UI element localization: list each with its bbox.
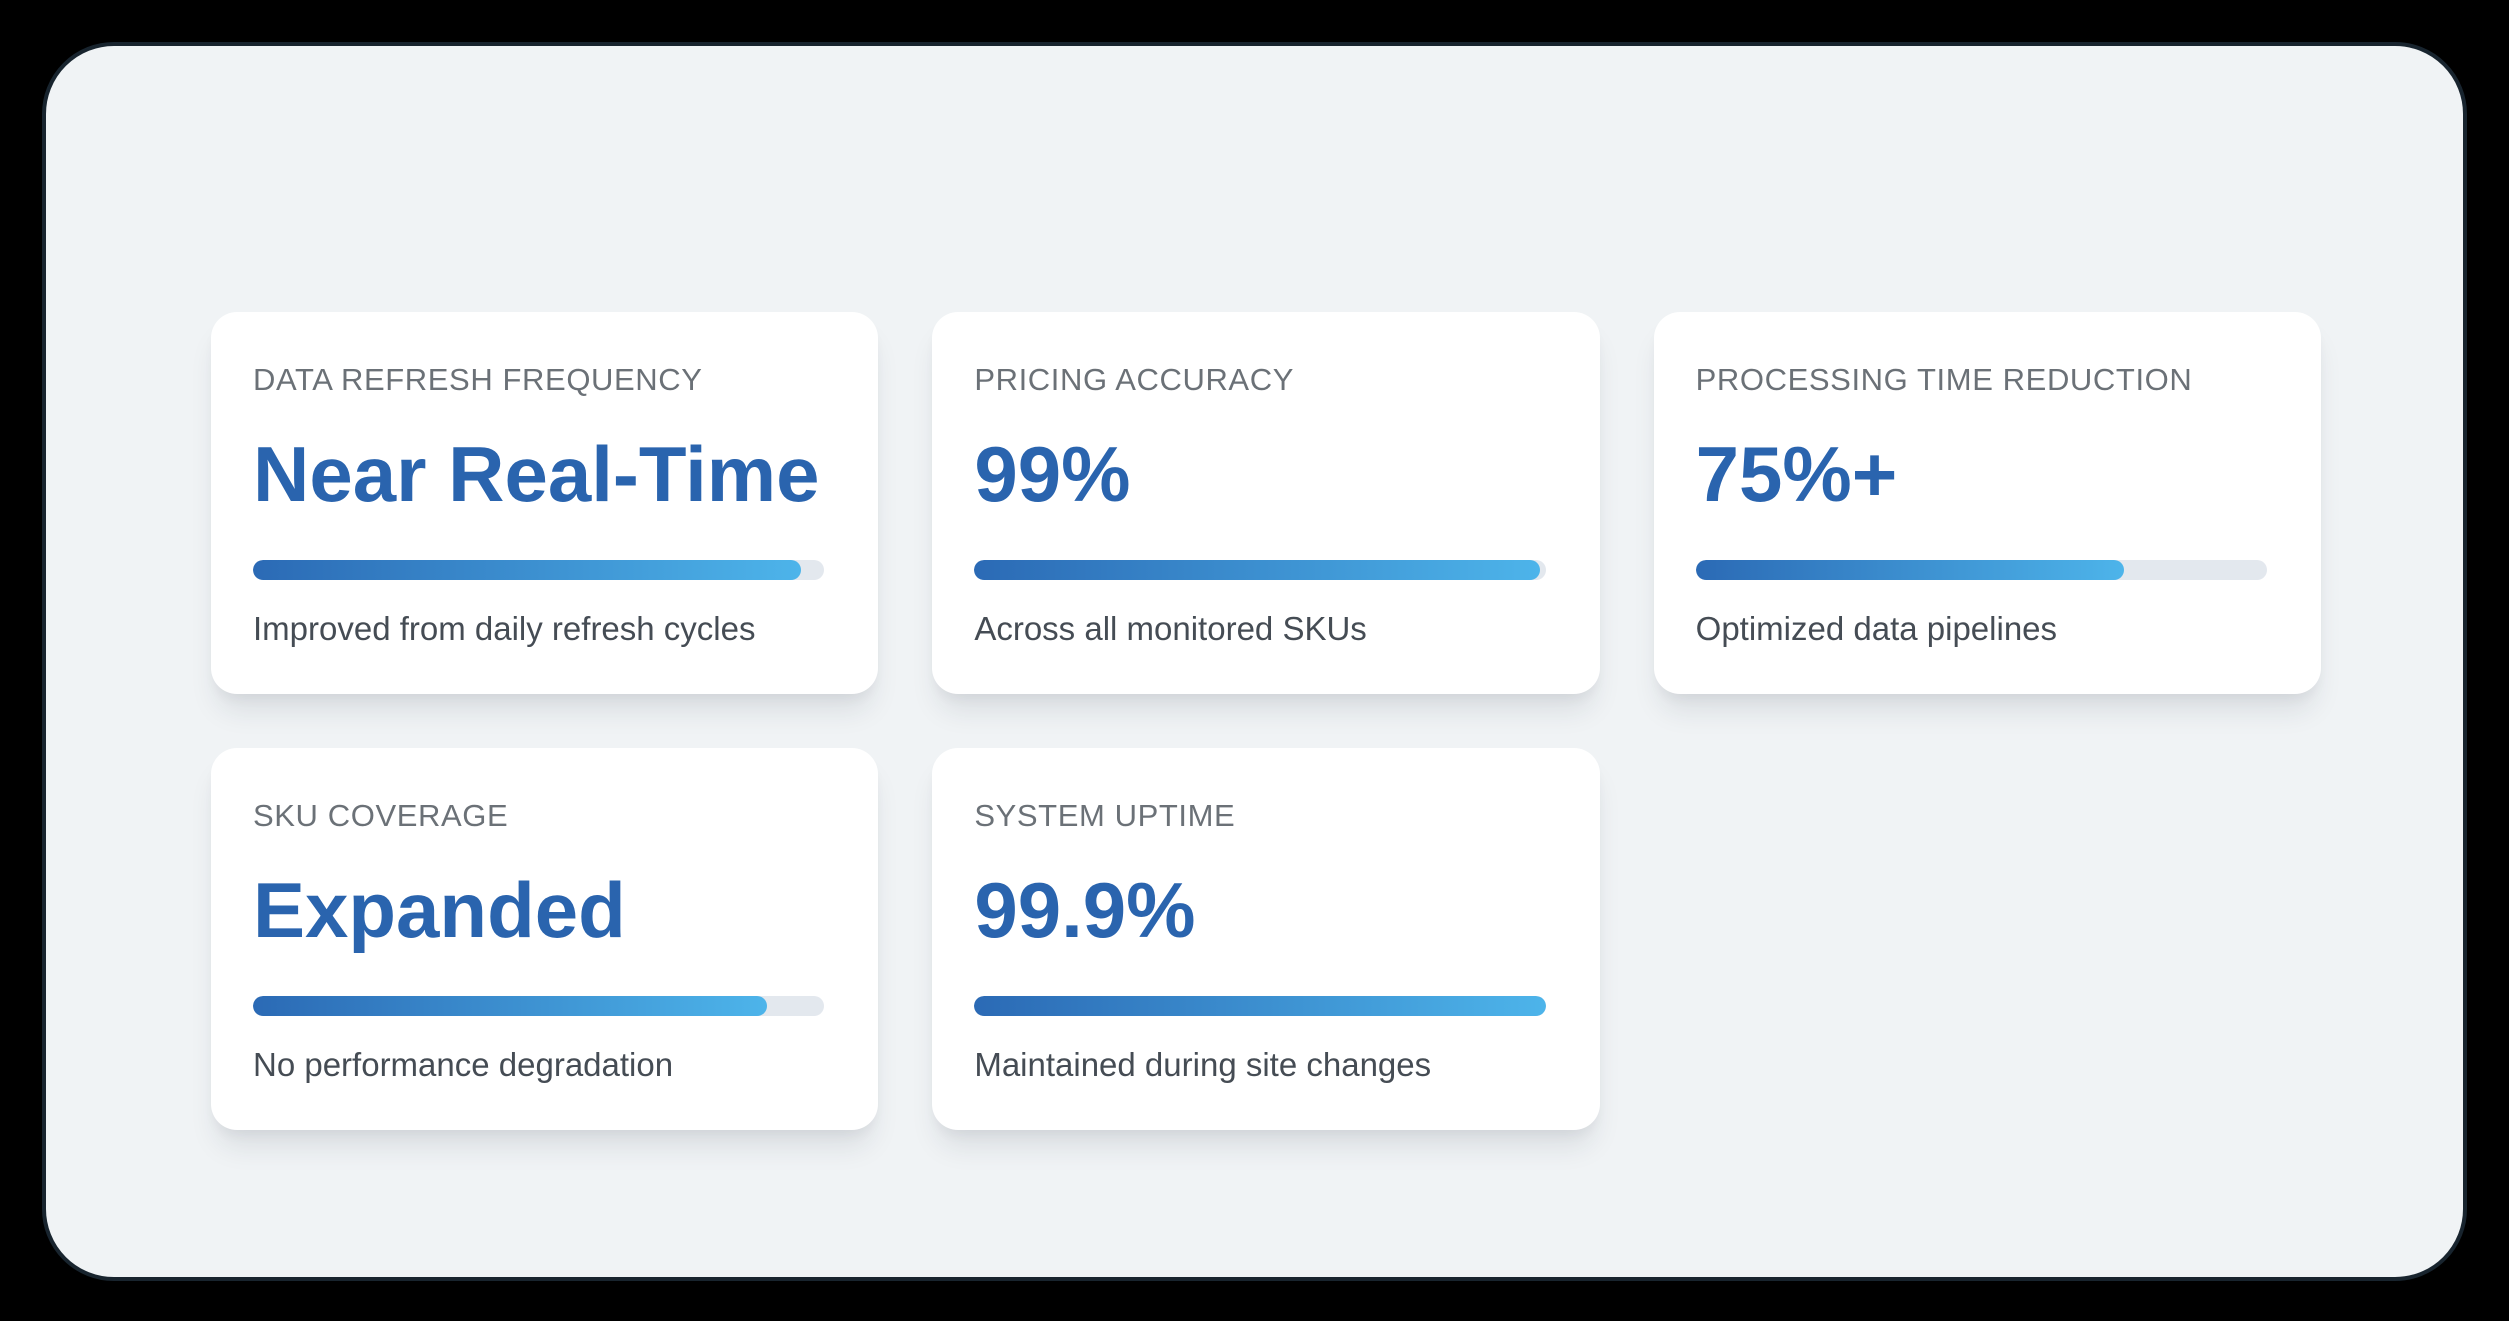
metric-card-processing-time-reduction: PROCESSING TIME REDUCTION 75%+ Optimized… bbox=[1653, 312, 2321, 695]
progress-bar-fill bbox=[1695, 560, 2125, 581]
metric-caption: Maintained during site changes bbox=[974, 1046, 1432, 1084]
progress-bar-fill bbox=[974, 996, 1546, 1017]
progress-bar-track bbox=[253, 996, 825, 1017]
metric-card-data-refresh-frequency: DATA REFRESH FREQUENCY Near Real-Time Im… bbox=[211, 312, 879, 695]
metric-caption: Improved from daily refresh cycles bbox=[253, 610, 756, 648]
metric-card-sku-coverage: SKU COVERAGE Expanded No performance deg… bbox=[211, 748, 879, 1131]
metric-value: 75%+ bbox=[1695, 430, 1898, 518]
progress-bar-track bbox=[1695, 560, 2267, 581]
metric-label: PRICING ACCURACY bbox=[974, 362, 1294, 397]
metric-value: Expanded bbox=[253, 866, 626, 955]
metric-label: SKU COVERAGE bbox=[253, 798, 509, 834]
progress-bar-track bbox=[974, 560, 1546, 581]
metric-card-system-uptime: SYSTEM UPTIME 99.9% Maintained during si… bbox=[932, 748, 1600, 1131]
progress-bar-fill bbox=[974, 560, 1540, 581]
metric-label: PROCESSING TIME REDUCTION bbox=[1695, 362, 2193, 397]
metric-card-pricing-accuracy: PRICING ACCURACY 99% Across all monitore… bbox=[932, 312, 1600, 695]
metric-value: Near Real-Time bbox=[253, 430, 820, 518]
progress-bar-fill bbox=[253, 996, 768, 1017]
metric-caption: Optimized data pipelines bbox=[1695, 610, 2058, 648]
metric-label: DATA REFRESH FREQUENCY bbox=[253, 362, 703, 397]
metric-caption: No performance degradation bbox=[253, 1046, 674, 1084]
metric-label: SYSTEM UPTIME bbox=[974, 798, 1236, 834]
dashboard-panel: DATA REFRESH FREQUENCY Near Real-Time Im… bbox=[42, 42, 2467, 1281]
metrics-grid: DATA REFRESH FREQUENCY Near Real-Time Im… bbox=[211, 312, 2321, 1131]
metric-value: 99% bbox=[974, 430, 1131, 518]
progress-bar-fill bbox=[253, 560, 802, 581]
metric-caption: Across all monitored SKUs bbox=[974, 610, 1367, 648]
progress-bar-track bbox=[253, 560, 825, 581]
progress-bar-track bbox=[974, 996, 1546, 1017]
metric-value: 99.9% bbox=[974, 866, 1196, 955]
